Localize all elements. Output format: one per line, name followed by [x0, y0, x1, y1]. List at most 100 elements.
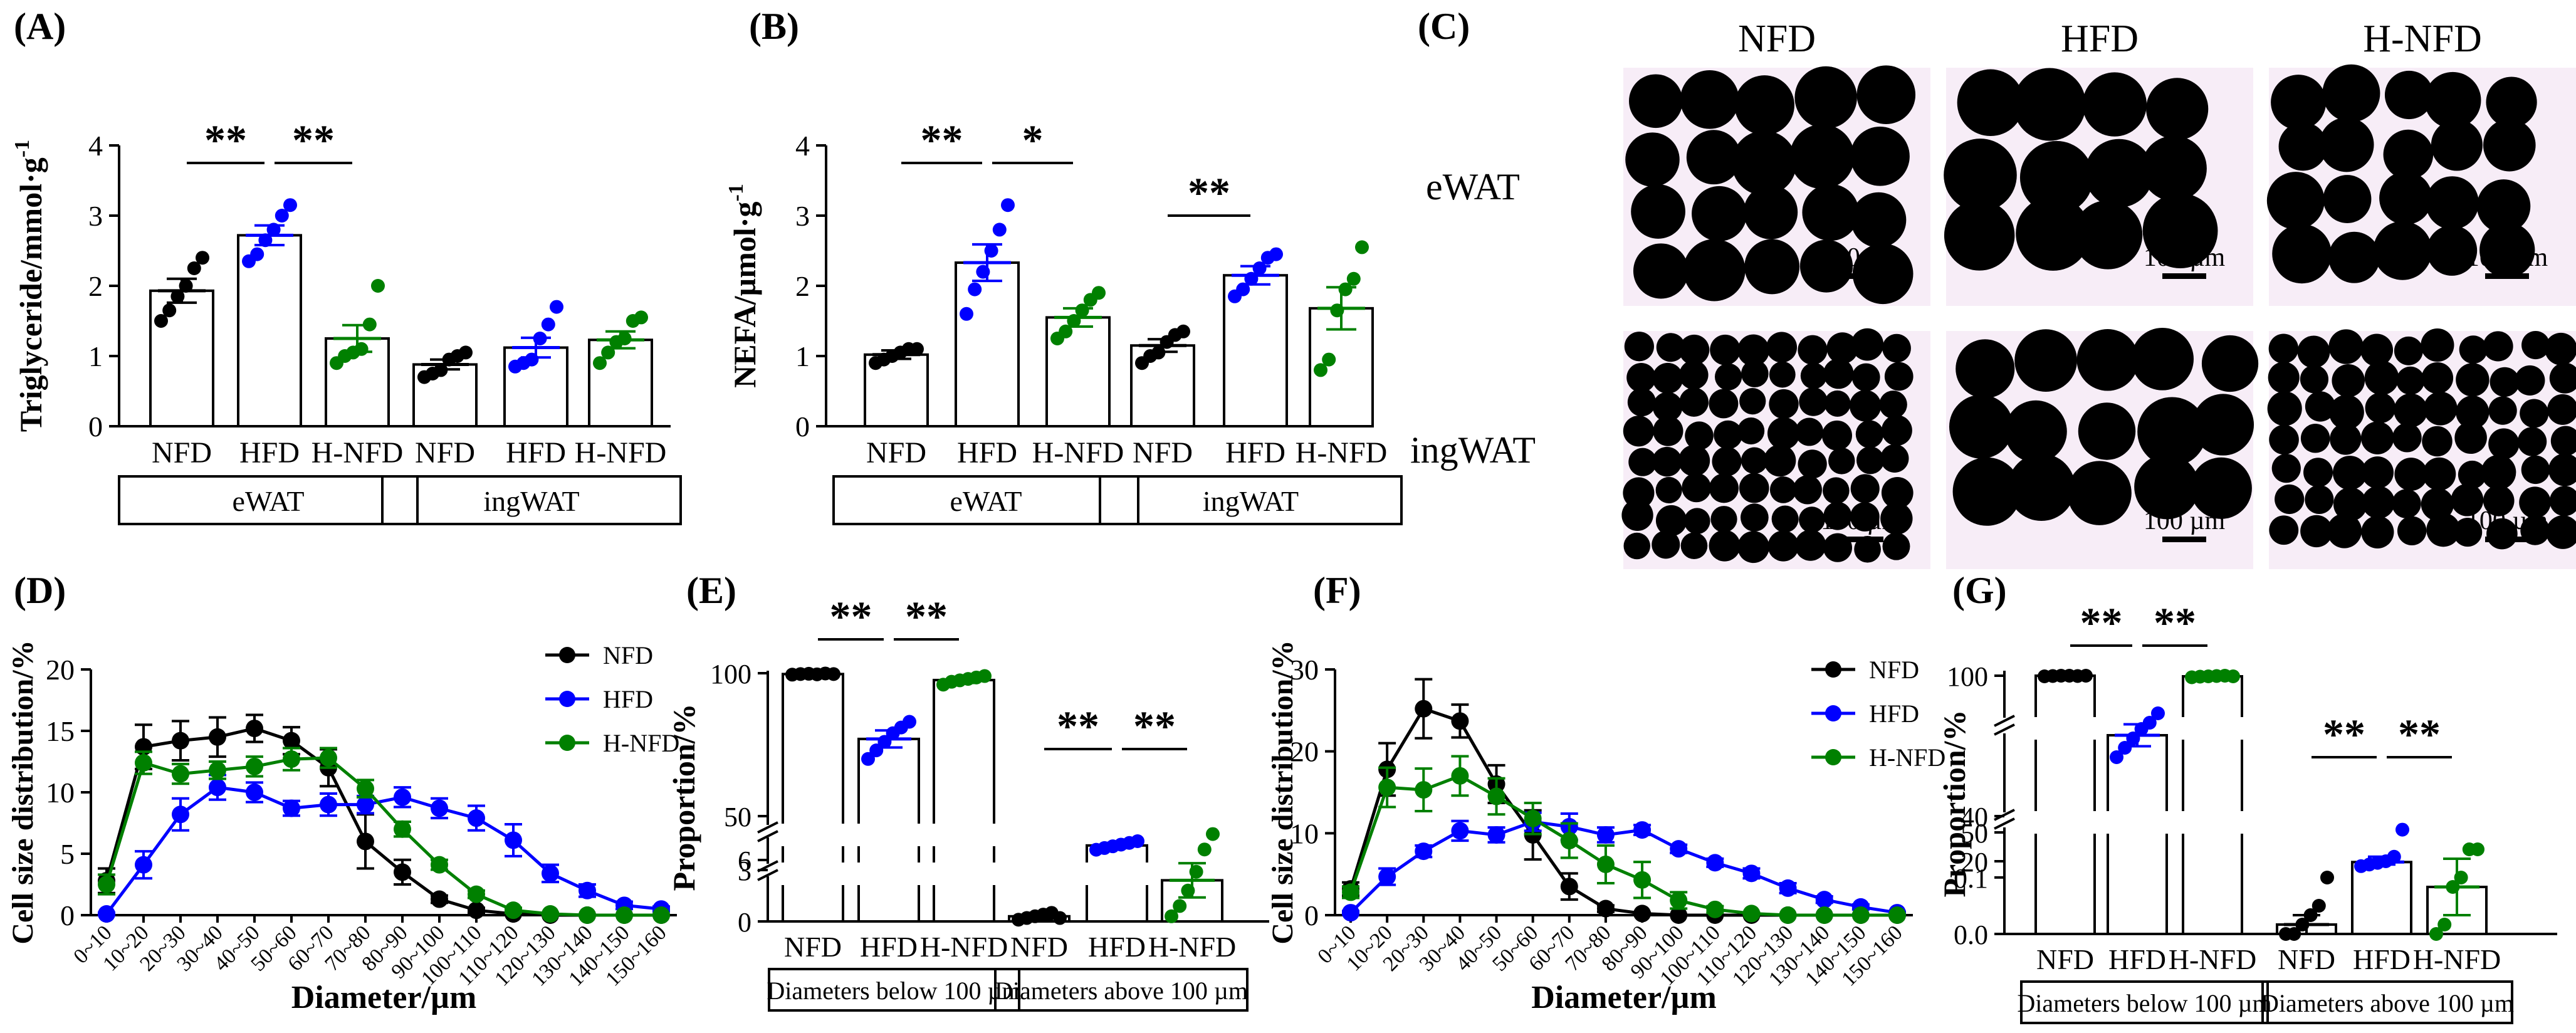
- adipocyte: [2517, 427, 2547, 456]
- y-tick-label: 2: [88, 270, 103, 302]
- adipocyte: [2271, 75, 2327, 130]
- adipocyte: [2423, 391, 2458, 426]
- adipocyte: [1652, 362, 1683, 394]
- data-point: [1067, 314, 1081, 328]
- y-axis-label-exponent: -1: [725, 184, 748, 201]
- adipocyte: [1856, 446, 1885, 475]
- y-axis-label: Cell size distribution/%: [6, 640, 39, 944]
- adipocyte: [1652, 530, 1680, 559]
- data-point: [246, 784, 263, 801]
- data-point: [1342, 904, 1359, 922]
- adipocyte: [1744, 239, 1800, 295]
- significance-label: **: [921, 116, 963, 164]
- adipocyte: [1823, 501, 1852, 530]
- adipocyte: [1624, 332, 1654, 362]
- adipocyte: [2360, 333, 2394, 367]
- data-point: [2429, 927, 2443, 941]
- adipocyte: [2488, 428, 2520, 459]
- x-category-label: HFD: [2108, 943, 2166, 975]
- bar-break-gap: [930, 863, 998, 885]
- data-point: [320, 795, 337, 814]
- data-point: [1346, 271, 1361, 286]
- data-point: [1415, 781, 1433, 799]
- data-point: [1252, 261, 1267, 275]
- y-tick-label: 50: [1961, 818, 1988, 849]
- data-point: [258, 233, 273, 248]
- adipocyte: [1944, 200, 2015, 271]
- adipocyte: [1712, 446, 1742, 476]
- data-point: [542, 864, 559, 883]
- legend-label: H-NFD: [603, 729, 679, 757]
- data-point: [1851, 906, 1870, 924]
- axis-break: [757, 869, 778, 881]
- bar: [955, 261, 1020, 427]
- data-point: [1075, 303, 1089, 318]
- adipocyte: [1851, 328, 1884, 361]
- data-point: [459, 345, 473, 360]
- data-point: [250, 247, 264, 261]
- adipocyte: [1652, 446, 1682, 477]
- data-point: [354, 342, 369, 356]
- y-tick-label: 100: [710, 659, 751, 690]
- adipocyte: [2396, 366, 2425, 395]
- adipocyte: [1710, 334, 1741, 365]
- data-point: [283, 750, 300, 768]
- data-point: [1314, 363, 1327, 377]
- adipocyte: [1737, 417, 1765, 444]
- histology-image: 100 µm: [1623, 65, 1930, 306]
- adipocyte: [1633, 243, 1689, 299]
- data-point: [1269, 247, 1283, 261]
- data-point: [162, 303, 177, 318]
- adipocyte: [2362, 486, 2395, 519]
- scale-bar: [2485, 273, 2529, 279]
- data-point: [434, 363, 448, 377]
- group-label: Diameters above 100 µm: [995, 977, 1248, 1005]
- y-tick-label: 10: [46, 777, 75, 809]
- adipocyte: [2459, 335, 2488, 364]
- data-point: [1451, 767, 1469, 785]
- group-box: [1099, 475, 1403, 525]
- adipocyte: [2422, 457, 2456, 491]
- data-point: [266, 223, 281, 237]
- adipocyte: [1789, 124, 1855, 189]
- axis-break: [757, 821, 778, 834]
- series-line: [1349, 820, 1898, 915]
- data-point: [1131, 834, 1144, 848]
- data-point: [320, 749, 337, 767]
- adipocyte: [2521, 331, 2550, 360]
- adipocyte: [2365, 392, 2396, 424]
- adipocyte: [1652, 392, 1683, 422]
- adipocyte: [1771, 505, 1799, 533]
- adipocyte: [2481, 454, 2516, 490]
- data-point: [1596, 826, 1615, 844]
- x-category-label: HFD: [506, 436, 566, 469]
- group-label: Diameters below 100 µm: [767, 977, 1021, 1005]
- scale-bar-label: 100 µm: [1821, 243, 1903, 272]
- data-point: [154, 314, 168, 328]
- data-point: [1596, 855, 1615, 873]
- bar-break-gap: [855, 863, 923, 885]
- data-point: [196, 251, 209, 265]
- bar-break-gap: [1083, 863, 1151, 885]
- data-point: [468, 901, 485, 920]
- histology-image: 100 µm: [2267, 328, 2576, 569]
- data-point: [968, 282, 982, 296]
- adipocyte: [1678, 444, 1710, 476]
- adipocyte: [2013, 68, 2086, 141]
- panel-label: (B): [749, 6, 799, 47]
- adipocyte: [2454, 421, 2487, 454]
- data-point: [1092, 286, 1106, 300]
- data-point: [1236, 282, 1250, 296]
- legend-label: HFD: [1869, 700, 1919, 728]
- adipocyte: [1882, 532, 1910, 560]
- adipocyte: [1854, 535, 1881, 563]
- adipocyte: [1686, 130, 1741, 185]
- group-box: [118, 475, 419, 525]
- adipocyte: [1880, 444, 1909, 473]
- significance-label: **: [1057, 702, 1099, 750]
- adipocyte: [2520, 399, 2549, 428]
- adipocyte: [2379, 171, 2432, 225]
- data-point: [246, 720, 263, 738]
- significance-label: **: [292, 116, 335, 164]
- data-point: [1001, 198, 1015, 212]
